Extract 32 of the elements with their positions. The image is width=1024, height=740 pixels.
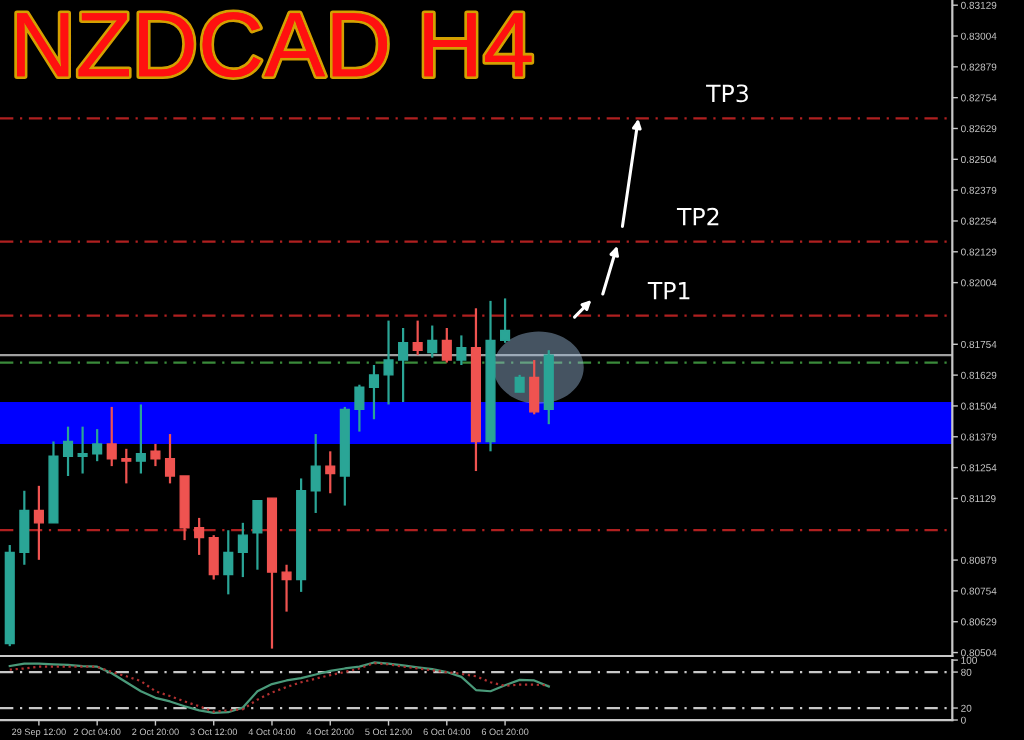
candlestick: [150, 442, 161, 468]
candlestick: [441, 326, 452, 364]
candlestick: [325, 450, 336, 495]
annotation: TP3: [706, 84, 748, 103]
candlestick: [106, 405, 117, 468]
candlestick: [252, 499, 263, 571]
candlestick: [92, 428, 103, 463]
candlestick: [281, 563, 292, 613]
candlestick: [135, 403, 146, 475]
candlestick: [427, 324, 438, 359]
candlestick: [383, 319, 394, 406]
candlestick: [33, 484, 44, 561]
candlestick: [19, 489, 30, 566]
candlestick: [121, 447, 132, 485]
annotation: TP1: [647, 282, 690, 300]
candlestick: [529, 358, 540, 416]
candlestick: [310, 432, 321, 515]
candlestick: [237, 521, 248, 579]
candlestick: [164, 432, 176, 485]
candlestick: [398, 326, 409, 404]
candlestick: [194, 516, 205, 557]
annotation: TP2: [676, 207, 719, 226]
candlestick: [500, 297, 511, 344]
chart-title: NZDCAD H4: [17, 12, 532, 78]
candlestick: [368, 363, 380, 421]
candlestick: [208, 534, 219, 581]
candlestick: [354, 383, 365, 433]
candlestick: [223, 529, 234, 596]
candlestick: [62, 425, 74, 478]
candlestick: [456, 334, 467, 367]
candlestick: [412, 319, 423, 357]
candlestick: [77, 425, 88, 475]
